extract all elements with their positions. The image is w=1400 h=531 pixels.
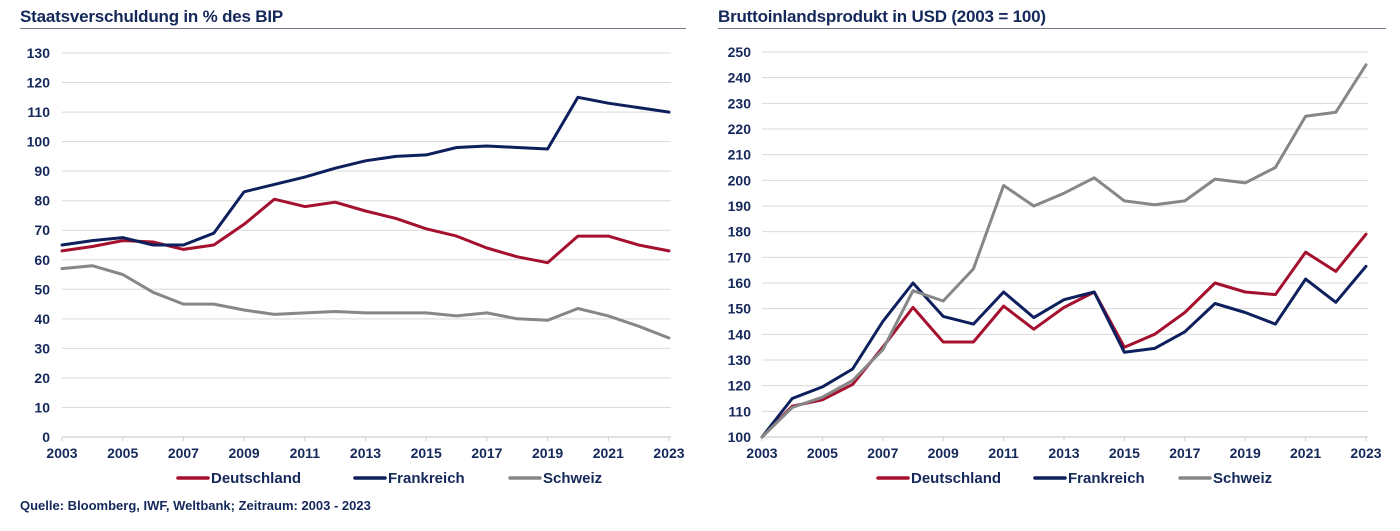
right-y-tick-label: 210 bbox=[728, 147, 752, 163]
left-x-tick-label: 2015 bbox=[411, 445, 442, 461]
left-x-tick-label: 2013 bbox=[350, 445, 381, 461]
right-y-tick-label: 250 bbox=[728, 44, 752, 60]
left-y-tick-label: 0 bbox=[42, 429, 50, 445]
right-x-tick-label: 2013 bbox=[1048, 445, 1079, 461]
left-x-tick-label: 2009 bbox=[229, 445, 260, 461]
left-y-tick-label: 80 bbox=[34, 193, 50, 209]
right-legend-label-schweiz: Schweiz bbox=[1213, 470, 1272, 487]
left-y-tick-label: 130 bbox=[27, 45, 51, 61]
right-x-tick-label: 2003 bbox=[746, 445, 777, 461]
right-x-tick-label: 2021 bbox=[1290, 445, 1321, 461]
right-legend-label-deutschland: Deutschland bbox=[911, 470, 1001, 487]
right-y-tick-label: 160 bbox=[728, 275, 752, 291]
left-x-tick-label: 2003 bbox=[46, 445, 77, 461]
right-x-tick-label: 2019 bbox=[1230, 445, 1261, 461]
right-title-rule bbox=[718, 28, 1386, 29]
left-y-tick-label: 30 bbox=[34, 340, 50, 356]
left-y-tick-label: 40 bbox=[34, 311, 50, 327]
left-x-tick-label: 2005 bbox=[107, 445, 138, 461]
left-y-tick-label: 10 bbox=[34, 399, 50, 415]
right-x-tick-label: 2015 bbox=[1109, 445, 1140, 461]
left-chart-title: Staatsverschuldung in % des BIP bbox=[20, 7, 284, 26]
right-x-tick-label: 2017 bbox=[1169, 445, 1200, 461]
left-legend-label-schweiz: Schweiz bbox=[543, 470, 602, 487]
left-series-line-schweiz bbox=[60, 264, 671, 340]
left-x-tick-label: 2011 bbox=[290, 445, 321, 461]
right-y-tick-label: 170 bbox=[728, 249, 752, 265]
left-title-rule bbox=[20, 28, 686, 29]
left-chart-debt: 0 10 20 30 40 50 60 70 80 90 100 110 120 130 2003 2005 2… bbox=[27, 45, 685, 487]
right-y-tick-label: 200 bbox=[728, 172, 752, 188]
left-series-line-frankreich bbox=[60, 95, 671, 247]
left-y-tick-label: 50 bbox=[34, 281, 50, 297]
right-x-tick-label: 2023 bbox=[1350, 445, 1381, 461]
right-y-tick-label: 220 bbox=[728, 121, 752, 137]
right-series-line-frankreich bbox=[760, 264, 1368, 439]
right-y-tick-label: 110 bbox=[728, 403, 751, 419]
right-legend-label-frankreich: Frankreich bbox=[1068, 470, 1145, 487]
right-x-tick-label: 2011 bbox=[988, 445, 1019, 461]
left-x-tick-label: 2021 bbox=[593, 445, 624, 461]
left-y-tick-label: 120 bbox=[27, 75, 51, 91]
left-y-tick-label: 100 bbox=[27, 134, 51, 150]
left-x-tick-label: 2019 bbox=[532, 445, 563, 461]
left-y-tick-label: 20 bbox=[34, 370, 50, 386]
right-y-tick-label: 120 bbox=[728, 378, 752, 394]
left-x-tick-label: 2007 bbox=[168, 445, 199, 461]
right-x-tick-label: 2005 bbox=[807, 445, 838, 461]
left-y-tick-label: 60 bbox=[34, 252, 50, 268]
source-note: Quelle: Bloomberg, IWF, Weltbank; Zeitra… bbox=[20, 498, 371, 513]
left-x-tick-label: 2017 bbox=[471, 445, 502, 461]
left-y-tick-label: 110 bbox=[27, 104, 50, 120]
right-y-tick-label: 130 bbox=[728, 352, 752, 368]
right-series-line-deutschland bbox=[760, 232, 1368, 439]
right-y-tick-label: 180 bbox=[728, 224, 752, 240]
right-y-tick-label: 100 bbox=[728, 429, 752, 445]
right-y-tick-label: 150 bbox=[728, 301, 752, 317]
right-y-tick-label: 230 bbox=[728, 95, 752, 111]
right-series-line-schweiz bbox=[760, 63, 1368, 439]
right-y-tick-label: 190 bbox=[728, 198, 752, 214]
left-legend-label-deutschland: Deutschland bbox=[211, 470, 301, 487]
left-x-tick-label: 2023 bbox=[653, 445, 684, 461]
right-x-tick-label: 2007 bbox=[867, 445, 898, 461]
right-y-tick-label: 240 bbox=[728, 70, 752, 86]
left-y-tick-label: 70 bbox=[34, 222, 50, 238]
left-legend-label-frankreich: Frankreich bbox=[388, 470, 465, 487]
right-chart-title: Bruttoinlandsprodukt in USD (2003 = 100) bbox=[718, 7, 1046, 26]
left-y-tick-label: 90 bbox=[34, 163, 50, 179]
right-y-tick-label: 140 bbox=[728, 326, 752, 342]
right-x-tick-label: 2009 bbox=[928, 445, 959, 461]
